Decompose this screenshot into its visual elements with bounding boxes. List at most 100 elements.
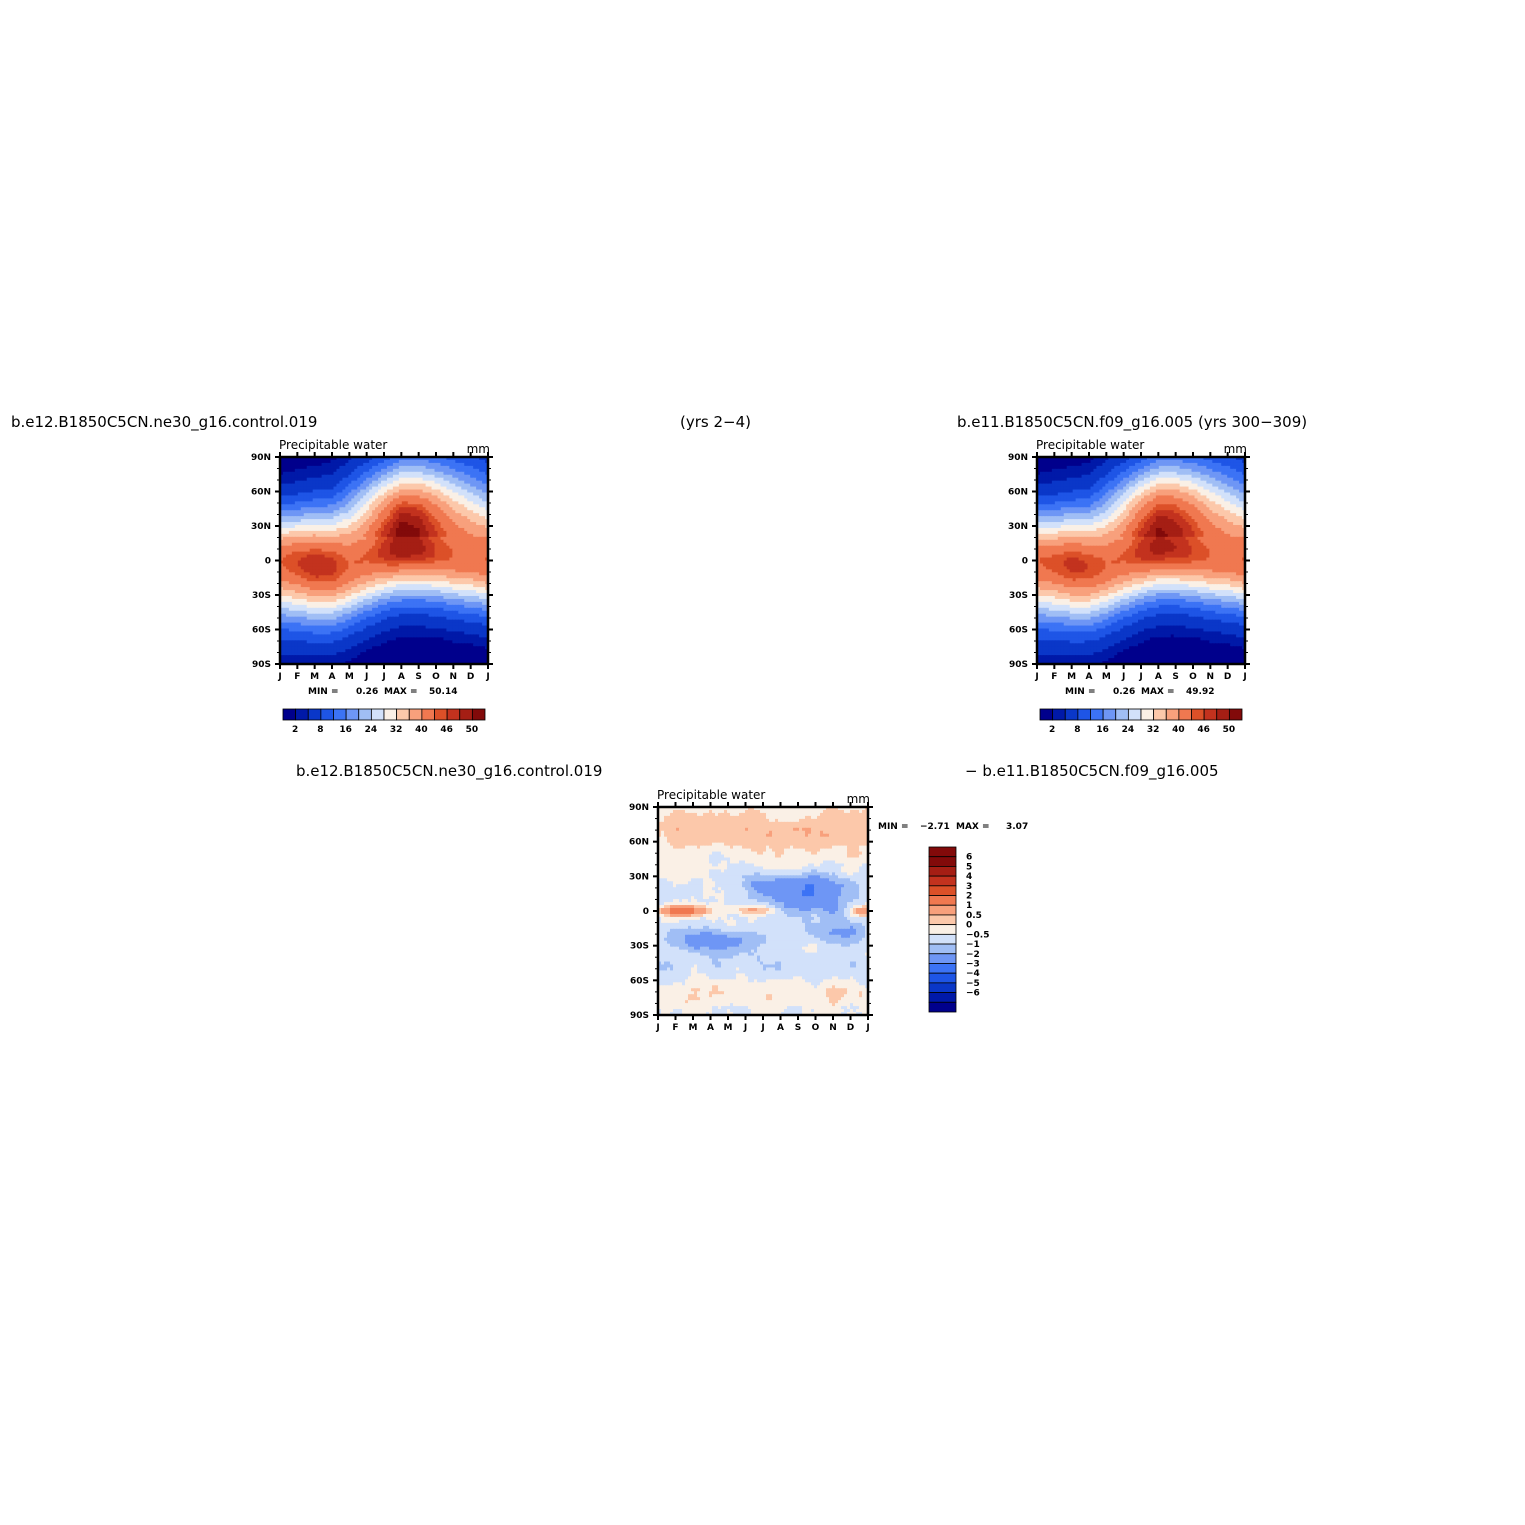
y-tick-label: 30N bbox=[629, 872, 649, 882]
y-tick-label: 90S bbox=[1009, 660, 1028, 670]
colorbar-tick-label: 24 bbox=[1122, 725, 1135, 735]
colorbar-box bbox=[1127, 708, 1142, 721]
colorbar-tick-label: −2 bbox=[966, 950, 980, 960]
y-tick-label: 60N bbox=[251, 488, 271, 498]
stats-max-label: MAX = bbox=[956, 822, 990, 832]
chart-units: mm bbox=[467, 442, 490, 456]
stats-max-label: MAX = bbox=[1141, 687, 1175, 697]
colorbar-tick-label: 16 bbox=[339, 725, 352, 735]
colorbar-box bbox=[928, 1001, 957, 1013]
colorbar-box bbox=[1102, 708, 1117, 721]
stats-min: −2.71 bbox=[920, 822, 950, 832]
colorbar-box bbox=[928, 933, 957, 945]
y-tick-label: 90S bbox=[630, 1011, 649, 1021]
stats-min-label: MIN = bbox=[308, 687, 339, 697]
colorbar-box bbox=[928, 982, 957, 993]
colorbar-box bbox=[421, 708, 435, 721]
colorbar-tick-label: 2 bbox=[292, 725, 298, 735]
y-tick-label: 30S bbox=[252, 591, 271, 601]
colorbar-box bbox=[383, 708, 398, 721]
y-tick-label: 90N bbox=[251, 453, 271, 463]
colorbar-box bbox=[1216, 708, 1230, 721]
x-tick-label: N bbox=[1207, 672, 1215, 682]
colorbar-tick-label: 6 bbox=[966, 853, 972, 863]
header-top-right: b.e11.B1850C5CN.f09_g16.005 (yrs 300−309… bbox=[957, 413, 1308, 431]
colorbar-box bbox=[928, 924, 957, 935]
colorbar-box bbox=[928, 914, 957, 926]
x-tick-label: J bbox=[364, 672, 368, 682]
colorbar-box bbox=[928, 992, 957, 1003]
y-tick-label: 60S bbox=[630, 976, 649, 986]
colorbar-box bbox=[1178, 708, 1192, 721]
x-tick-label: A bbox=[1086, 672, 1093, 682]
x-tick-label: A bbox=[777, 1023, 784, 1033]
x-tick-label: M bbox=[1102, 672, 1111, 682]
colorbar-box bbox=[408, 708, 423, 721]
chart-title: Precipitable water bbox=[279, 438, 387, 452]
y-tick-label: 30S bbox=[1009, 591, 1028, 601]
colorbar-tick-label: 46 bbox=[1197, 725, 1210, 735]
x-tick-label: M bbox=[1067, 672, 1076, 682]
x-tick-label: F bbox=[1051, 672, 1057, 682]
x-tick-label: S bbox=[1172, 672, 1178, 682]
chart-units: mm bbox=[1224, 442, 1247, 456]
header-top-mid: (yrs 2−4) bbox=[680, 413, 751, 431]
y-tick-label: 90N bbox=[1008, 453, 1028, 463]
x-tick-label: N bbox=[829, 1023, 837, 1033]
x-tick-label: M bbox=[310, 672, 319, 682]
colorbar-tick-label: −3 bbox=[966, 959, 980, 969]
x-tick-label: J bbox=[1242, 672, 1246, 682]
y-tick-label: 30N bbox=[1008, 522, 1028, 532]
colorbar-box bbox=[928, 904, 957, 916]
chart-3: J F M A M J J A S O N D J90N60N30N030S60S90SPrecipit… bbox=[629, 788, 1028, 1033]
colorbar-box bbox=[446, 708, 461, 721]
colorbar-tick-label: 50 bbox=[466, 725, 479, 735]
y-tick-label: 0 bbox=[643, 907, 649, 917]
x-tick-label: J bbox=[1034, 672, 1038, 682]
x-tick-label: M bbox=[689, 1023, 698, 1033]
y-tick-label: 60N bbox=[1008, 488, 1028, 498]
chart-title: Precipitable water bbox=[657, 788, 765, 802]
colorbar-box bbox=[307, 708, 322, 721]
colorbar-box bbox=[928, 895, 957, 906]
colorbar-box bbox=[1203, 708, 1218, 721]
x-tick-label: M bbox=[724, 1023, 733, 1033]
colorbar-box bbox=[1090, 708, 1104, 721]
x-tick-label: J bbox=[865, 1023, 869, 1033]
colorbar-box bbox=[928, 866, 957, 877]
colorbar-box bbox=[333, 708, 347, 721]
y-tick-label: 60N bbox=[629, 838, 649, 848]
colorbar-box bbox=[1165, 708, 1180, 721]
colorbar-box bbox=[928, 953, 957, 964]
x-tick-label: A bbox=[1155, 672, 1162, 682]
colorbar-tick-label: 1 bbox=[966, 901, 972, 911]
colorbar-box bbox=[434, 708, 448, 721]
colorbar-box bbox=[1153, 708, 1167, 721]
y-tick-label: 60S bbox=[252, 626, 271, 636]
x-tick-label: J bbox=[655, 1023, 659, 1033]
y-tick-label: 60S bbox=[1009, 626, 1028, 636]
colorbar-box bbox=[370, 708, 385, 721]
contour-field bbox=[658, 807, 869, 1016]
colorbar-box bbox=[928, 856, 957, 867]
x-tick-label: O bbox=[432, 672, 440, 682]
stats-max: 50.14 bbox=[429, 687, 457, 697]
colorbar-box bbox=[928, 885, 957, 896]
stats-max: 3.07 bbox=[1006, 822, 1028, 832]
stats-min: 0.26 bbox=[1113, 687, 1135, 697]
x-tick-label: J bbox=[743, 1023, 747, 1033]
colorbar-box bbox=[928, 972, 957, 984]
x-tick-label: J bbox=[277, 672, 281, 682]
colorbar-tick-label: −5 bbox=[966, 979, 980, 989]
stats-min-label: MIN = bbox=[878, 822, 909, 832]
stats-max: 49.92 bbox=[1186, 687, 1214, 697]
chart-title: Precipitable water bbox=[1036, 438, 1144, 452]
colorbar-tick-label: 4 bbox=[966, 872, 972, 882]
x-tick-label: A bbox=[398, 672, 405, 682]
colorbar-tick-label: −0.5 bbox=[966, 930, 989, 940]
x-tick-label: J bbox=[1138, 672, 1142, 682]
colorbar-tick-label: 40 bbox=[1172, 725, 1185, 735]
colorbar-box bbox=[459, 708, 473, 721]
x-tick-label: J bbox=[760, 1023, 764, 1033]
colorbar-tick-label: −6 bbox=[966, 989, 980, 999]
